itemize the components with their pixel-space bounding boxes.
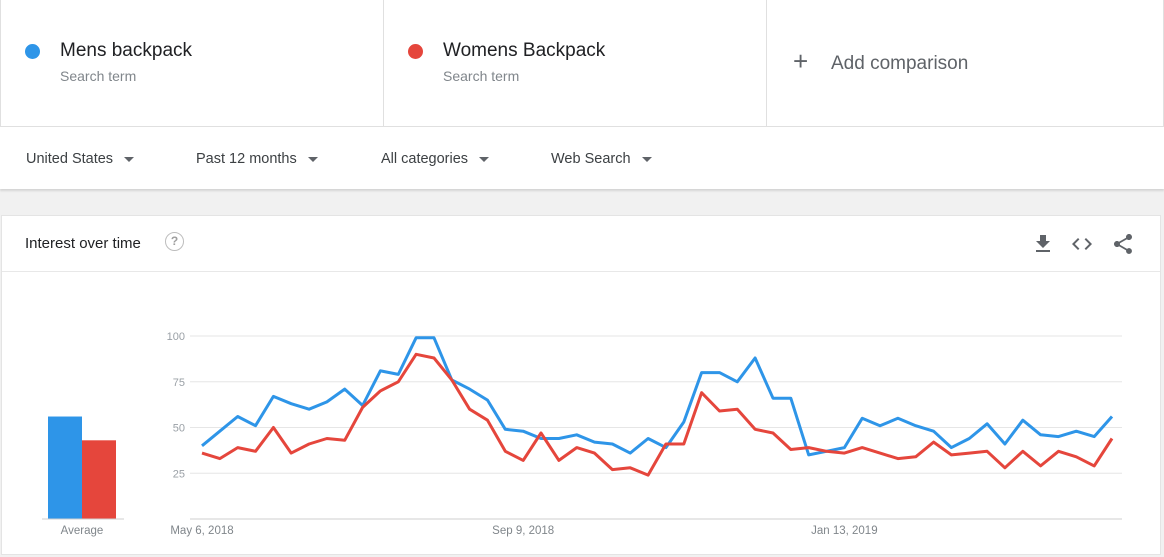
search-term-name[interactable]: Womens Backpack xyxy=(443,40,606,61)
search-term-type: Search term xyxy=(60,68,137,84)
card-title: Interest over time xyxy=(25,235,141,252)
series-line xyxy=(201,336,1114,457)
average-bar xyxy=(48,416,82,519)
search-term-card-1[interactable]: Mens backpack Search term xyxy=(0,0,383,126)
time-range-dropdown[interactable]: Past 12 months xyxy=(196,151,318,167)
share-icon[interactable] xyxy=(1111,232,1135,256)
plus-icon: + xyxy=(793,46,809,76)
search-type-dropdown-label: Web Search xyxy=(551,151,631,167)
embed-code-icon[interactable] xyxy=(1070,232,1094,256)
y-tick-label: 25 xyxy=(173,468,185,480)
series-color-dot xyxy=(408,44,423,59)
chevron-down-icon xyxy=(124,156,135,162)
region-dropdown-label: United States xyxy=(26,151,114,167)
x-tick-label: Sep 9, 2018 xyxy=(492,525,554,537)
average-label: Average xyxy=(61,525,104,537)
x-tick-label: Jan 13, 2019 xyxy=(811,525,878,537)
y-tick-label: 75 xyxy=(173,377,185,389)
search-term-card-2[interactable]: Womens Backpack Search term xyxy=(383,0,766,126)
average-bar xyxy=(82,440,116,519)
search-term-name[interactable]: Mens backpack xyxy=(60,40,193,61)
search-type-dropdown[interactable]: Web Search xyxy=(551,151,652,167)
chart-gridlines: 25 50 75 100 xyxy=(167,331,1122,520)
search-terms-bar: Mens backpack Search term Womens Backpac… xyxy=(0,0,1164,127)
help-circle-icon[interactable]: ? xyxy=(165,232,184,251)
interest-line-chart: Average 25 50 75 100 May 6, 2018 Sep 9, 2018… xyxy=(42,331,1122,537)
chevron-down-icon xyxy=(479,156,490,162)
card-header: Interest over time ? xyxy=(2,216,1160,272)
filter-bar: United States Past 12 months All categor… xyxy=(0,127,1164,189)
add-comparison-label: Add comparison xyxy=(831,53,969,74)
chart-x-axis: May 6, 2018 Sep 9, 2018 Jan 13, 2019 xyxy=(170,525,877,537)
y-tick-label: 50 xyxy=(173,423,185,435)
search-term-type: Search term xyxy=(443,68,520,84)
chart-series xyxy=(201,336,1114,477)
interest-over-time-card: Interest over time ? Average 25 50 75 100 M… xyxy=(1,215,1161,555)
download-icon[interactable] xyxy=(1031,232,1055,256)
series-color-dot xyxy=(25,44,40,59)
average-bar-chart: Average xyxy=(42,416,124,537)
add-comparison-button[interactable]: + Add comparison xyxy=(766,0,1164,126)
category-dropdown-label: All categories xyxy=(381,151,469,167)
category-dropdown[interactable]: All categories xyxy=(381,151,490,167)
time-range-dropdown-label: Past 12 months xyxy=(196,151,297,167)
region-dropdown[interactable]: United States xyxy=(26,151,135,167)
series-line xyxy=(201,352,1114,477)
x-tick-label: May 6, 2018 xyxy=(170,525,233,537)
y-tick-label: 100 xyxy=(167,331,185,343)
chevron-down-icon xyxy=(641,156,652,162)
chevron-down-icon xyxy=(307,156,318,162)
